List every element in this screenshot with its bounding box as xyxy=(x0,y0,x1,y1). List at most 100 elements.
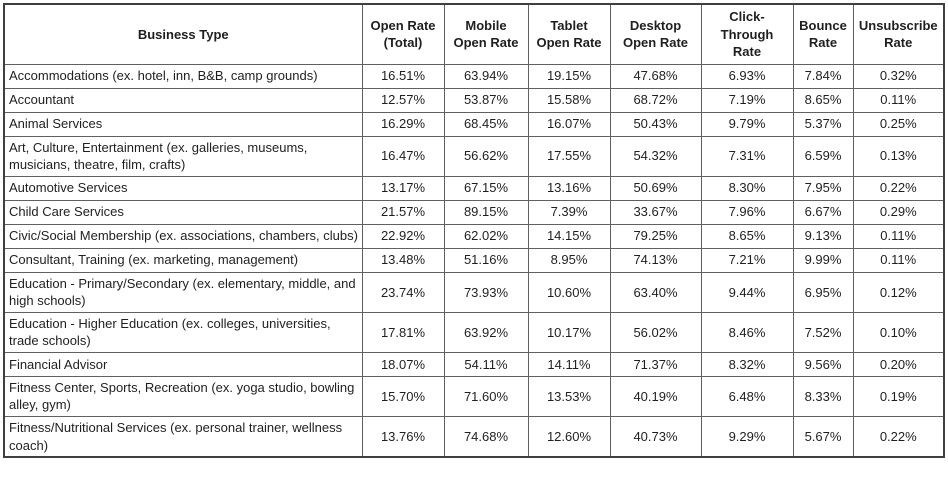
value-cell: 53.87% xyxy=(443,87,529,113)
value-cell: 14.15% xyxy=(527,223,611,249)
value-cell: 8.33% xyxy=(792,375,854,418)
business-type-cell: Education - Primary/Secondary (ex. eleme… xyxy=(3,271,363,313)
value-cell: 8.46% xyxy=(700,311,794,353)
value-cell: 9.79% xyxy=(700,111,794,137)
value-cell: 13.48% xyxy=(361,247,445,273)
value-cell: 22.92% xyxy=(361,223,445,249)
value-cell: 50.43% xyxy=(609,111,702,137)
value-cell: 0.19% xyxy=(852,375,945,418)
business-type-cell: Animal Services xyxy=(3,111,363,137)
value-cell: 56.62% xyxy=(443,135,529,177)
column-header-tablet-open-rate: Tablet Open Rate xyxy=(527,3,611,65)
value-cell: 63.92% xyxy=(443,311,529,353)
business-type-cell: Fitness Center, Sports, Recreation (ex. … xyxy=(3,375,363,418)
email-stats-table: Business Type Open Rate (Total) Mobile O… xyxy=(3,3,945,459)
value-cell: 7.19% xyxy=(700,87,794,113)
value-cell: 9.13% xyxy=(792,223,854,249)
value-cell: 89.15% xyxy=(443,199,529,225)
value-cell: 14.11% xyxy=(527,351,611,377)
table-row: Automotive Services 13.17% 67.15% 13.16% 50.… xyxy=(3,175,945,201)
table-row: Civic/Social Membership (ex. association… xyxy=(3,223,945,249)
value-cell: 8.65% xyxy=(792,87,854,113)
value-cell: 8.30% xyxy=(700,175,794,201)
value-cell: 7.21% xyxy=(700,247,794,273)
value-cell: 7.52% xyxy=(792,311,854,353)
value-cell: 0.29% xyxy=(852,199,945,225)
table-row: Accommodations (ex. hotel, inn, B&B, cam… xyxy=(3,63,945,89)
value-cell: 7.31% xyxy=(700,135,794,177)
table-row: Accountant 12.57% 53.87% 15.58% 68.72% 7.19% 8… xyxy=(3,87,945,113)
business-type-cell: Education - Higher Education (ex. colleg… xyxy=(3,311,363,353)
value-cell: 8.32% xyxy=(700,351,794,377)
value-cell: 13.17% xyxy=(361,175,445,201)
value-cell: 6.59% xyxy=(792,135,854,177)
value-cell: 62.02% xyxy=(443,223,529,249)
table-row: Animal Services 16.29% 68.45% 16.07% 50.43% 9… xyxy=(3,111,945,137)
value-cell: 51.16% xyxy=(443,247,529,273)
value-cell: 40.19% xyxy=(609,375,702,418)
value-cell: 0.11% xyxy=(852,223,945,249)
value-cell: 16.51% xyxy=(361,63,445,89)
value-cell: 6.48% xyxy=(700,375,794,418)
value-cell: 68.72% xyxy=(609,87,702,113)
business-type-cell: Fitness/Nutritional Services (ex. person… xyxy=(3,416,363,458)
value-cell: 0.11% xyxy=(852,87,945,113)
value-cell: 18.07% xyxy=(361,351,445,377)
value-cell: 71.37% xyxy=(609,351,702,377)
column-header-open-rate-total: Open Rate (Total) xyxy=(361,3,445,65)
header-row: Business Type Open Rate (Total) Mobile O… xyxy=(3,3,945,65)
value-cell: 16.47% xyxy=(361,135,445,177)
value-cell: 16.07% xyxy=(527,111,611,137)
value-cell: 54.32% xyxy=(609,135,702,177)
value-cell: 16.29% xyxy=(361,111,445,137)
value-cell: 0.11% xyxy=(852,247,945,273)
value-cell: 0.20% xyxy=(852,351,945,377)
value-cell: 63.94% xyxy=(443,63,529,89)
business-type-cell: Civic/Social Membership (ex. association… xyxy=(3,223,363,249)
value-cell: 13.16% xyxy=(527,175,611,201)
value-cell: 7.96% xyxy=(700,199,794,225)
business-type-cell: Consultant, Training (ex. marketing, man… xyxy=(3,247,363,273)
value-cell: 19.15% xyxy=(527,63,611,89)
value-cell: 56.02% xyxy=(609,311,702,353)
value-cell: 0.12% xyxy=(852,271,945,313)
value-cell: 5.67% xyxy=(792,416,854,458)
value-cell: 71.60% xyxy=(443,375,529,418)
value-cell: 10.17% xyxy=(527,311,611,353)
value-cell: 7.95% xyxy=(792,175,854,201)
value-cell: 5.37% xyxy=(792,111,854,137)
value-cell: 12.60% xyxy=(527,416,611,458)
value-cell: 47.68% xyxy=(609,63,702,89)
table-row: Child Care Services 21.57% 89.15% 7.39% 33.6… xyxy=(3,199,945,225)
table-row: Fitness/Nutritional Services (ex. person… xyxy=(3,416,945,458)
value-cell: 6.95% xyxy=(792,271,854,313)
column-header-desktop-open-rate: Desktop Open Rate xyxy=(609,3,702,65)
column-header-business-type: Business Type xyxy=(3,3,363,65)
value-cell: 79.25% xyxy=(609,223,702,249)
value-cell: 6.93% xyxy=(700,63,794,89)
value-cell: 7.84% xyxy=(792,63,854,89)
value-cell: 0.22% xyxy=(852,175,945,201)
value-cell: 9.56% xyxy=(792,351,854,377)
table-row: Financial Advisor 18.07% 54.11% 14.11% 71.37… xyxy=(3,351,945,377)
value-cell: 0.25% xyxy=(852,111,945,137)
value-cell: 6.67% xyxy=(792,199,854,225)
value-cell: 13.53% xyxy=(527,375,611,418)
table-row: Fitness Center, Sports, Recreation (ex. … xyxy=(3,375,945,418)
business-type-cell: Accommodations (ex. hotel, inn, B&B, cam… xyxy=(3,63,363,89)
business-type-cell: Art, Culture, Entertainment (ex. galleri… xyxy=(3,135,363,177)
value-cell: 8.65% xyxy=(700,223,794,249)
business-type-cell: Accountant xyxy=(3,87,363,113)
value-cell: 13.76% xyxy=(361,416,445,458)
value-cell: 7.39% xyxy=(527,199,611,225)
value-cell: 15.70% xyxy=(361,375,445,418)
value-cell: 67.15% xyxy=(443,175,529,201)
value-cell: 73.93% xyxy=(443,271,529,313)
value-cell: 40.73% xyxy=(609,416,702,458)
table-row: Art, Culture, Entertainment (ex. galleri… xyxy=(3,135,945,177)
value-cell: 17.55% xyxy=(527,135,611,177)
column-header-unsubscribe-rate: Unsubscribe Rate xyxy=(852,3,945,65)
value-cell: 12.57% xyxy=(361,87,445,113)
value-cell: 33.67% xyxy=(609,199,702,225)
value-cell: 9.44% xyxy=(700,271,794,313)
